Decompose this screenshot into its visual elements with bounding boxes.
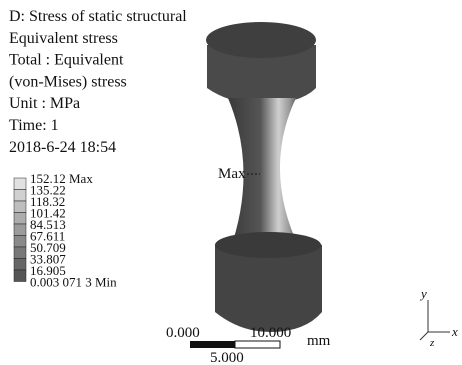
axis-y: y (419, 286, 427, 301)
legend: 152.12 Max135.22118.32101.4284.51367.611… (14, 171, 117, 290)
specimen: Max (206, 22, 322, 332)
header-line: Equivalent stress (9, 30, 118, 47)
scale-bar: 0.000 10.000 mm 5.000 (166, 325, 331, 365)
legend-swatch (14, 270, 26, 282)
legend-swatch (14, 236, 26, 248)
axis-x: x (451, 324, 458, 339)
legend-swatch (14, 247, 26, 259)
legend-swatch (14, 224, 26, 236)
scale-right: 10.000 (250, 325, 291, 341)
header-line: (von-Mises) stress (9, 73, 127, 90)
legend-swatch (14, 201, 26, 213)
header-line: Total : Equivalent (9, 52, 124, 69)
screenshot: D: Stress of static structural Equivalent… (0, 0, 462, 365)
header-line: Time: 1 (9, 117, 59, 134)
axis-z: z (429, 337, 435, 349)
header-line: D: Stress of static structural (9, 8, 187, 25)
scale-left: 0.000 (166, 325, 200, 341)
header: D: Stress of static structural Equivalent… (9, 8, 187, 156)
header-line: 2018-6-24 18:54 (9, 139, 116, 156)
max-label: Max (218, 166, 246, 182)
legend-swatch (14, 178, 26, 190)
legend-swatch (14, 190, 26, 202)
legend-label: 0.003 071 3 Min (30, 275, 117, 290)
legend-swatch (14, 213, 26, 225)
header-line: Unit : MPa (9, 95, 80, 112)
scale-middle: 5.000 (210, 350, 244, 365)
scale-unit: mm (307, 333, 331, 349)
axis-triad: y x z (419, 286, 458, 349)
legend-swatch (14, 259, 26, 271)
